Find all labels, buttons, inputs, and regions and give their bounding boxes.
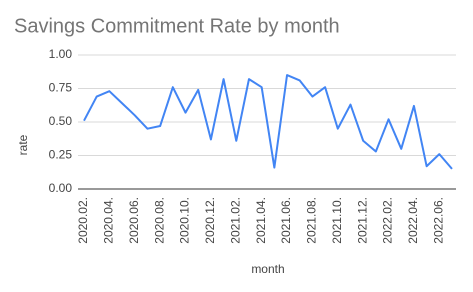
x-tick-label: 2020.12. bbox=[203, 197, 217, 244]
x-tick-label: 2022.02. bbox=[381, 197, 395, 244]
x-tick-label: 2020.04. bbox=[102, 197, 116, 244]
x-axis-label: month bbox=[251, 262, 284, 276]
x-tick-label: 2021.06. bbox=[279, 197, 293, 244]
y-axis-label: rate bbox=[16, 134, 30, 155]
x-tick-label: 2020.10. bbox=[178, 197, 192, 244]
y-tick-label: 0.75 bbox=[49, 81, 73, 95]
x-tick-label: 2020.06. bbox=[127, 197, 141, 244]
y-tick-label: 0.50 bbox=[49, 114, 73, 128]
x-tick-label: 2022.06. bbox=[431, 197, 445, 244]
x-tick-label: 2021.10. bbox=[330, 197, 344, 244]
line-series bbox=[83, 74, 453, 170]
x-tick-label: 2020.02. bbox=[76, 197, 90, 244]
x-tick-label: 2021.12. bbox=[355, 197, 369, 244]
y-tick-label: 1.00 bbox=[49, 47, 73, 61]
x-tick-label: 2022.04. bbox=[406, 197, 420, 244]
x-tick-label: 2021.02. bbox=[228, 197, 242, 244]
x-tick-label: 2021.08. bbox=[305, 197, 319, 244]
chart-title: Savings Commitment Rate by month bbox=[14, 15, 340, 37]
y-tick-label: 0.25 bbox=[49, 148, 73, 162]
y-tick-label: 0.00 bbox=[49, 181, 73, 195]
x-tick-label: 2020.08. bbox=[152, 197, 166, 244]
x-tick-label: 2021.04. bbox=[254, 197, 268, 244]
